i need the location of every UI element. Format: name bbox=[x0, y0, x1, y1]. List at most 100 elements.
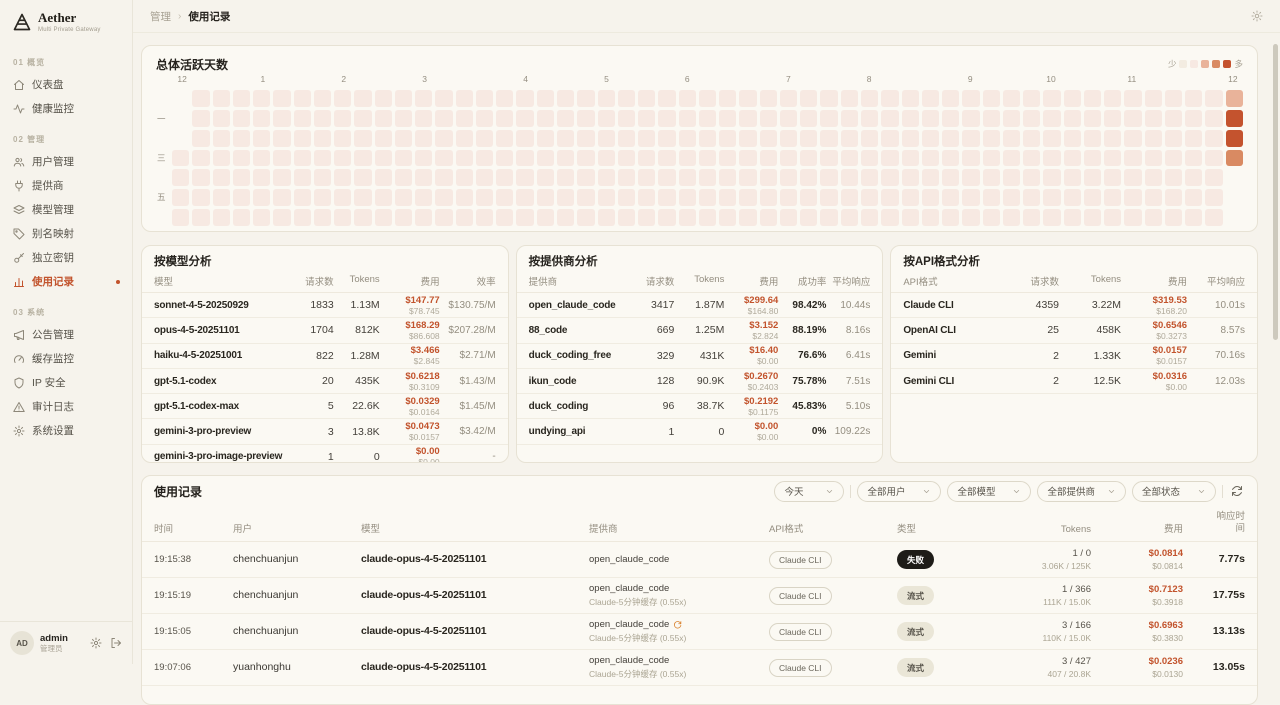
heatmap-cell[interactable] bbox=[475, 189, 494, 207]
heatmap-cell[interactable] bbox=[293, 109, 311, 127]
heatmap-cell[interactable] bbox=[374, 90, 392, 107]
heatmap-cell[interactable] bbox=[192, 129, 210, 147]
heatmap-cell[interactable] bbox=[1043, 109, 1061, 127]
heatmap-cell[interactable] bbox=[1124, 109, 1142, 127]
heatmap-cell[interactable] bbox=[293, 149, 311, 167]
heatmap-cell[interactable] bbox=[638, 149, 656, 167]
heatmap-cell[interactable] bbox=[739, 90, 757, 107]
heatmap-cell[interactable] bbox=[313, 129, 332, 147]
heatmap-cell[interactable] bbox=[1023, 90, 1041, 107]
heatmap-cell[interactable] bbox=[962, 90, 980, 107]
heatmap-cell[interactable] bbox=[962, 209, 980, 226]
heatmap-cell[interactable] bbox=[881, 189, 899, 207]
heatmap-cell[interactable] bbox=[1002, 129, 1021, 147]
heatmap-cell[interactable] bbox=[1185, 209, 1203, 226]
heatmap-cell[interactable] bbox=[638, 109, 656, 127]
heatmap-cell[interactable] bbox=[253, 90, 271, 107]
heatmap-cell[interactable] bbox=[1164, 169, 1183, 187]
heatmap-cell[interactable] bbox=[516, 129, 534, 147]
heatmap-cell[interactable] bbox=[840, 109, 858, 127]
sidebar-item-providers[interactable]: 提供商 bbox=[13, 174, 132, 198]
heatmap-cell[interactable] bbox=[435, 109, 453, 127]
heatmap-cell[interactable] bbox=[1124, 209, 1142, 226]
heatmap-cell[interactable] bbox=[597, 90, 615, 107]
heatmap-cell[interactable] bbox=[557, 90, 575, 107]
heatmap-cell[interactable] bbox=[394, 109, 413, 127]
heatmap-cell[interactable] bbox=[638, 90, 656, 107]
heatmap-cell[interactable] bbox=[475, 169, 494, 187]
heatmap-cell[interactable] bbox=[719, 169, 737, 187]
heatmap-cell[interactable] bbox=[759, 129, 777, 147]
heatmap-cell[interactable] bbox=[577, 169, 595, 187]
heatmap-cell[interactable] bbox=[982, 129, 1000, 147]
heatmap-cell[interactable] bbox=[1164, 90, 1183, 107]
heatmap-cell[interactable] bbox=[860, 149, 879, 167]
heatmap-cell[interactable] bbox=[232, 149, 251, 167]
scrollbar[interactable] bbox=[1273, 44, 1278, 340]
heatmap-cell[interactable] bbox=[658, 149, 676, 167]
heatmap-cell[interactable] bbox=[860, 129, 879, 147]
heatmap-cell[interactable] bbox=[1063, 149, 1081, 167]
heatmap-cell[interactable] bbox=[1185, 129, 1203, 147]
heatmap-cell[interactable] bbox=[1043, 189, 1061, 207]
heatmap-cell[interactable] bbox=[313, 169, 332, 187]
heatmap-cell[interactable] bbox=[1164, 109, 1183, 127]
heatmap-cell[interactable] bbox=[942, 149, 960, 167]
heatmap-cell[interactable] bbox=[313, 149, 332, 167]
heatmap-cell[interactable] bbox=[1225, 90, 1243, 107]
heatmap-cell[interactable] bbox=[374, 129, 392, 147]
heatmap-cell[interactable] bbox=[415, 209, 433, 226]
heatmap-cell[interactable] bbox=[779, 169, 798, 187]
heatmap-cell[interactable] bbox=[435, 189, 453, 207]
sidebar-item-health[interactable]: 健康监控 bbox=[13, 97, 132, 121]
heatmap-cell[interactable] bbox=[1185, 90, 1203, 107]
heatmap-cell[interactable] bbox=[921, 169, 940, 187]
heatmap-cell[interactable] bbox=[860, 169, 879, 187]
heatmap-cell[interactable] bbox=[800, 189, 818, 207]
heatmap-cell[interactable] bbox=[1104, 129, 1122, 147]
heatmap-cell[interactable] bbox=[901, 169, 919, 187]
heatmap-cell[interactable] bbox=[415, 189, 433, 207]
heatmap-cell[interactable] bbox=[1104, 149, 1122, 167]
heatmap-cell[interactable] bbox=[982, 90, 1000, 107]
filter-select-model[interactable]: 全部模型 bbox=[947, 480, 1032, 502]
heatmap-cell[interactable] bbox=[212, 209, 230, 226]
heatmap-cell[interactable] bbox=[719, 90, 737, 107]
heatmap-cell[interactable] bbox=[881, 149, 899, 167]
heatmap-cell[interactable] bbox=[212, 169, 230, 187]
heatmap-cell[interactable] bbox=[313, 90, 332, 107]
heatmap-cell[interactable] bbox=[678, 90, 696, 107]
heatmap-cell[interactable] bbox=[1205, 169, 1223, 187]
sidebar-item-dashboard[interactable]: 仪表盘 bbox=[13, 73, 132, 97]
heatmap-cell[interactable] bbox=[253, 109, 271, 127]
heatmap-cell[interactable] bbox=[901, 90, 919, 107]
sidebar-item-cache[interactable]: 缓存监控 bbox=[13, 347, 132, 371]
logout-icon[interactable] bbox=[110, 637, 122, 649]
heatmap-cell[interactable] bbox=[313, 189, 332, 207]
logo[interactable]: Aether Multi Private Gateway bbox=[0, 0, 132, 42]
heatmap-cell[interactable] bbox=[496, 189, 514, 207]
heatmap-cell[interactable] bbox=[982, 169, 1000, 187]
heatmap-cell[interactable] bbox=[597, 149, 615, 167]
heatmap-cell[interactable] bbox=[313, 209, 332, 226]
heatmap-cell[interactable] bbox=[394, 129, 413, 147]
heatmap-cell[interactable] bbox=[678, 109, 696, 127]
heatmap-cell[interactable] bbox=[881, 109, 899, 127]
heatmap-cell[interactable] bbox=[1144, 189, 1162, 207]
heatmap-cell[interactable] bbox=[820, 129, 838, 147]
heatmap-cell[interactable] bbox=[577, 189, 595, 207]
heatmap-cell[interactable] bbox=[415, 169, 433, 187]
heatmap-cell[interactable] bbox=[374, 189, 392, 207]
heatmap-cell[interactable] bbox=[394, 149, 413, 167]
heatmap-cell[interactable] bbox=[1164, 129, 1183, 147]
heatmap-cell[interactable] bbox=[415, 129, 433, 147]
heatmap-cell[interactable] bbox=[293, 169, 311, 187]
heatmap-cell[interactable] bbox=[840, 189, 858, 207]
heatmap-cell[interactable] bbox=[273, 129, 291, 147]
heatmap-cell[interactable] bbox=[232, 209, 251, 226]
heatmap-cell[interactable] bbox=[374, 109, 392, 127]
heatmap-cell[interactable] bbox=[273, 209, 291, 226]
heatmap-cell[interactable] bbox=[475, 149, 494, 167]
heatmap-cell[interactable] bbox=[779, 90, 798, 107]
heatmap-cell[interactable] bbox=[901, 209, 919, 226]
